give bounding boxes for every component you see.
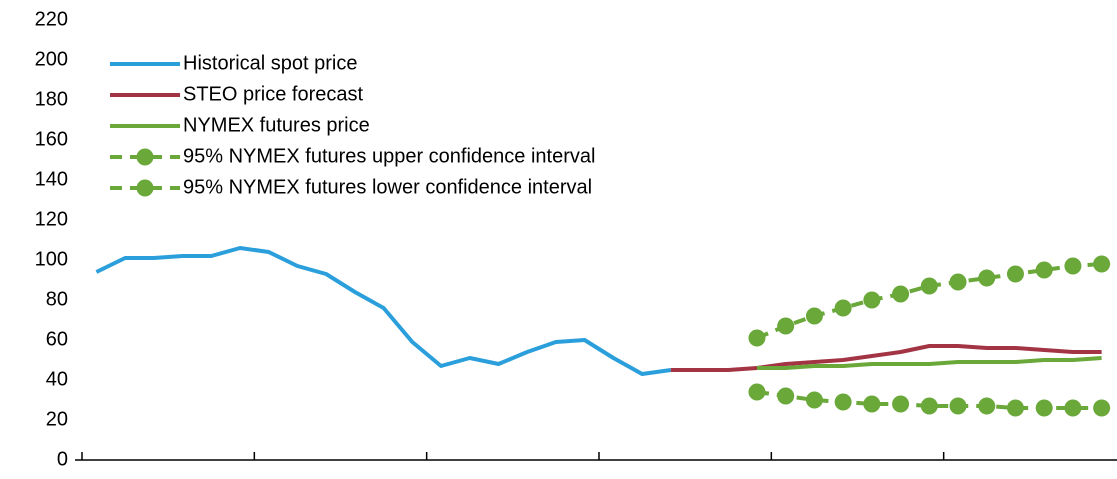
legend-label: 95% NYMEX futures lower confidence inter… [183,176,592,198]
y-tick-label: 160 [35,128,68,150]
series-marker [1064,257,1082,275]
series-marker [777,387,795,405]
series-marker [1093,399,1111,417]
y-tick-label: 120 [35,208,68,230]
series-marker [834,299,852,317]
legend-label: 95% NYMEX futures upper confidence inter… [183,145,595,167]
series-marker [920,277,938,295]
series-marker [805,391,823,409]
series-marker [777,317,795,335]
series-line [670,344,1102,372]
y-tick-label: 0 [57,448,68,470]
series-marker [1006,265,1024,283]
series-marker [949,397,967,415]
y-tick-label: 40 [46,368,68,390]
series-line [95,246,672,376]
y-tick-label: 140 [35,168,68,190]
y-tick-label: 80 [46,288,68,310]
legend-label: STEO price forecast [183,83,364,105]
series-marker [978,397,996,415]
series-marker [863,395,881,413]
y-tick-label: 200 [35,48,68,70]
series-marker [1064,399,1082,417]
series-marker [748,383,766,401]
series-marker [1035,261,1053,279]
series-marker [1093,255,1111,273]
y-tick-label: 180 [35,88,68,110]
legend-label: NYMEX futures price [183,114,370,136]
series-marker [892,285,910,303]
series-marker [892,395,910,413]
series-marker [863,291,881,309]
series-line [757,356,1102,370]
y-tick-label: 100 [35,248,68,270]
y-tick-label: 20 [46,408,68,430]
legend-label: Historical spot price [183,52,358,74]
y-tick-label: 220 [35,8,68,30]
series-marker [1006,399,1024,417]
y-tick-label: 60 [46,328,68,350]
legend-marker [136,148,154,166]
series-marker [978,269,996,287]
series-marker [920,397,938,415]
series-marker [949,273,967,291]
series-marker [1035,399,1053,417]
legend-marker [136,179,154,197]
series-marker [748,329,766,347]
series-marker [805,307,823,325]
series-marker [834,393,852,411]
